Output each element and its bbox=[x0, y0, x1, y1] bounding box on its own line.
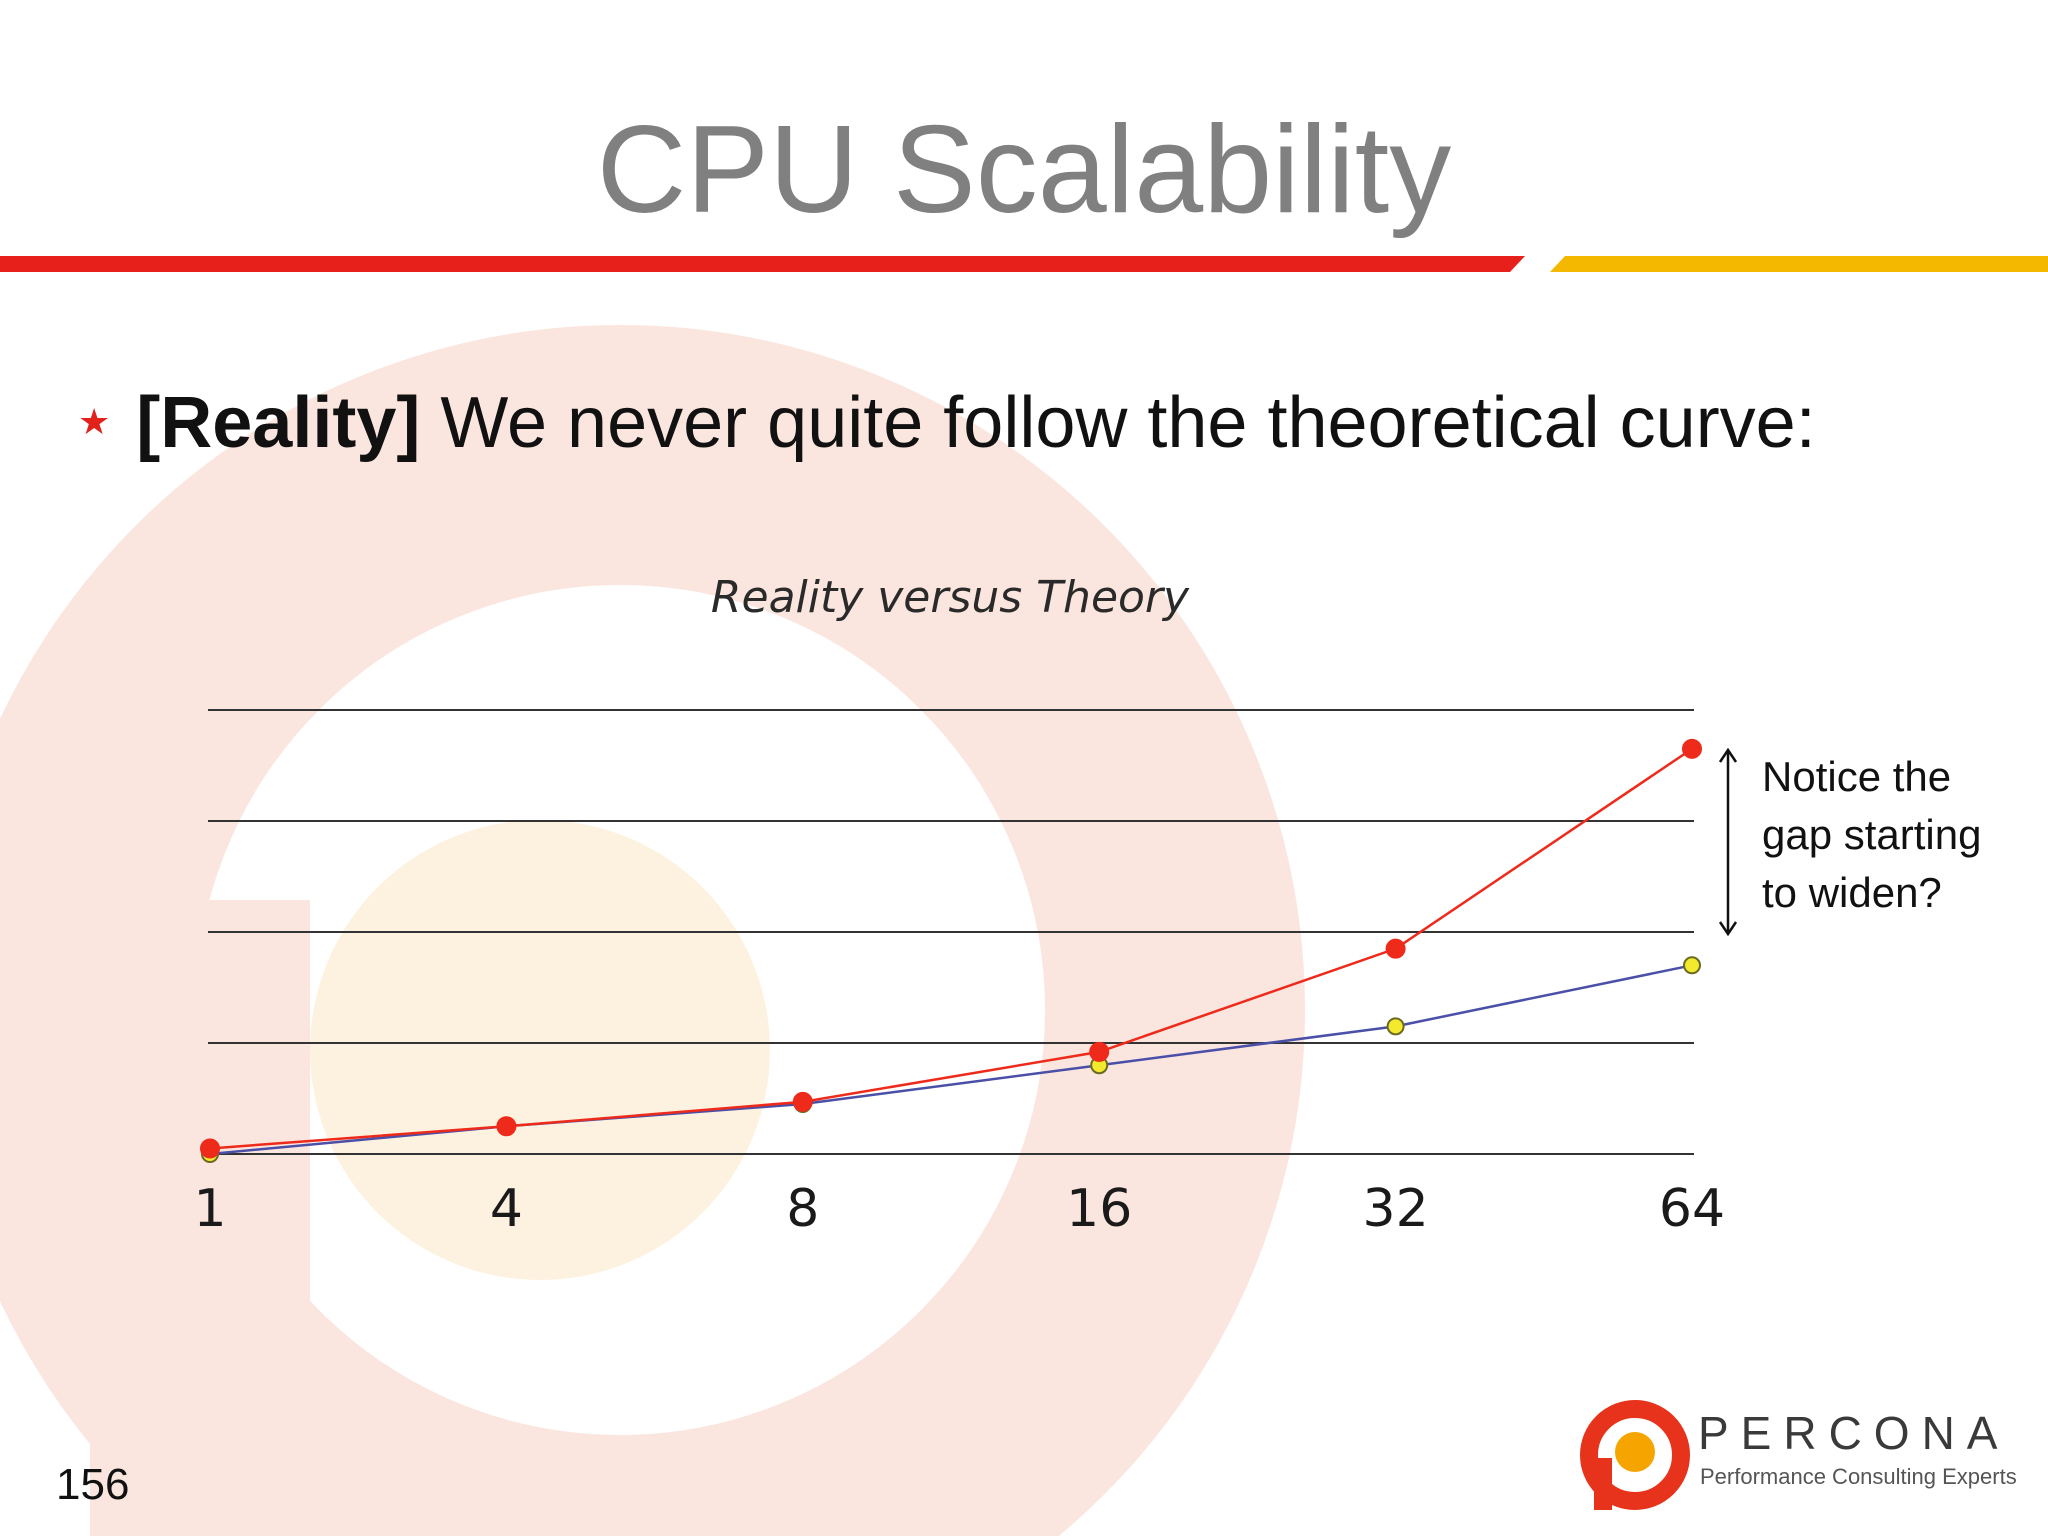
x-tick-label-8: 8 bbox=[786, 1179, 819, 1239]
point-reality-32 bbox=[1385, 938, 1406, 959]
logo-wordmark: PERCONA bbox=[1698, 1407, 2010, 1459]
percona-logo-icon bbox=[1580, 1400, 1690, 1510]
point-reality-16 bbox=[1089, 1041, 1110, 1062]
page-number: 156 bbox=[56, 1460, 130, 1509]
logo-tagline: Performance Consulting Experts bbox=[1700, 1464, 2017, 1489]
annotation-line-3: to widen? bbox=[1762, 869, 1942, 916]
slide-title: CPU Scalability bbox=[596, 101, 1452, 239]
chart-reality-vs-theory: Reality versus Theory 1 4 8 16 32 64 bbox=[193, 572, 1738, 1239]
x-tick-label-64: 64 bbox=[1659, 1179, 1725, 1239]
chart-series-lines bbox=[209, 747, 1693, 1156]
series-line-theory bbox=[209, 964, 1693, 1156]
x-tick-label-1: 1 bbox=[193, 1179, 226, 1239]
percona-logo: PERCONA Performance Consulting Experts bbox=[1580, 1400, 2020, 1510]
x-tick-label-4: 4 bbox=[490, 1179, 523, 1239]
chart-title: Reality versus Theory bbox=[711, 572, 1190, 623]
title-rule bbox=[0, 256, 2048, 272]
point-reality-8 bbox=[792, 1091, 813, 1112]
star-bullet-icon: ★ bbox=[78, 400, 111, 442]
point-reality-4 bbox=[496, 1116, 517, 1137]
bullet-reality: ★ [Reality] We never quite follow the the… bbox=[78, 378, 2018, 468]
point-reality-64 bbox=[1682, 738, 1702, 759]
gap-annotation: Notice the gap starting to widen? bbox=[1762, 748, 2032, 922]
point-theory-32 bbox=[1386, 1017, 1405, 1036]
chart-x-ticks: 1 4 8 16 32 64 bbox=[193, 1179, 1725, 1239]
x-tick-label-32: 32 bbox=[1363, 1179, 1429, 1239]
bullet-text: We never quite follow the theoretical cu… bbox=[420, 383, 1816, 463]
annotation-line-2: gap starting bbox=[1762, 811, 1982, 858]
gap-double-arrow-icon bbox=[1718, 747, 1738, 937]
chart-grid bbox=[208, 709, 1694, 1155]
x-tick-label-16: 16 bbox=[1066, 1179, 1132, 1239]
bullet-bold-label: [Reality] bbox=[136, 383, 421, 463]
point-theory-64 bbox=[1683, 956, 1701, 975]
annotation-line-1: Notice the bbox=[1762, 753, 1952, 800]
series-line-reality bbox=[209, 747, 1693, 1150]
chart-series-points bbox=[200, 738, 1702, 1163]
point-reality-1 bbox=[200, 1138, 220, 1159]
